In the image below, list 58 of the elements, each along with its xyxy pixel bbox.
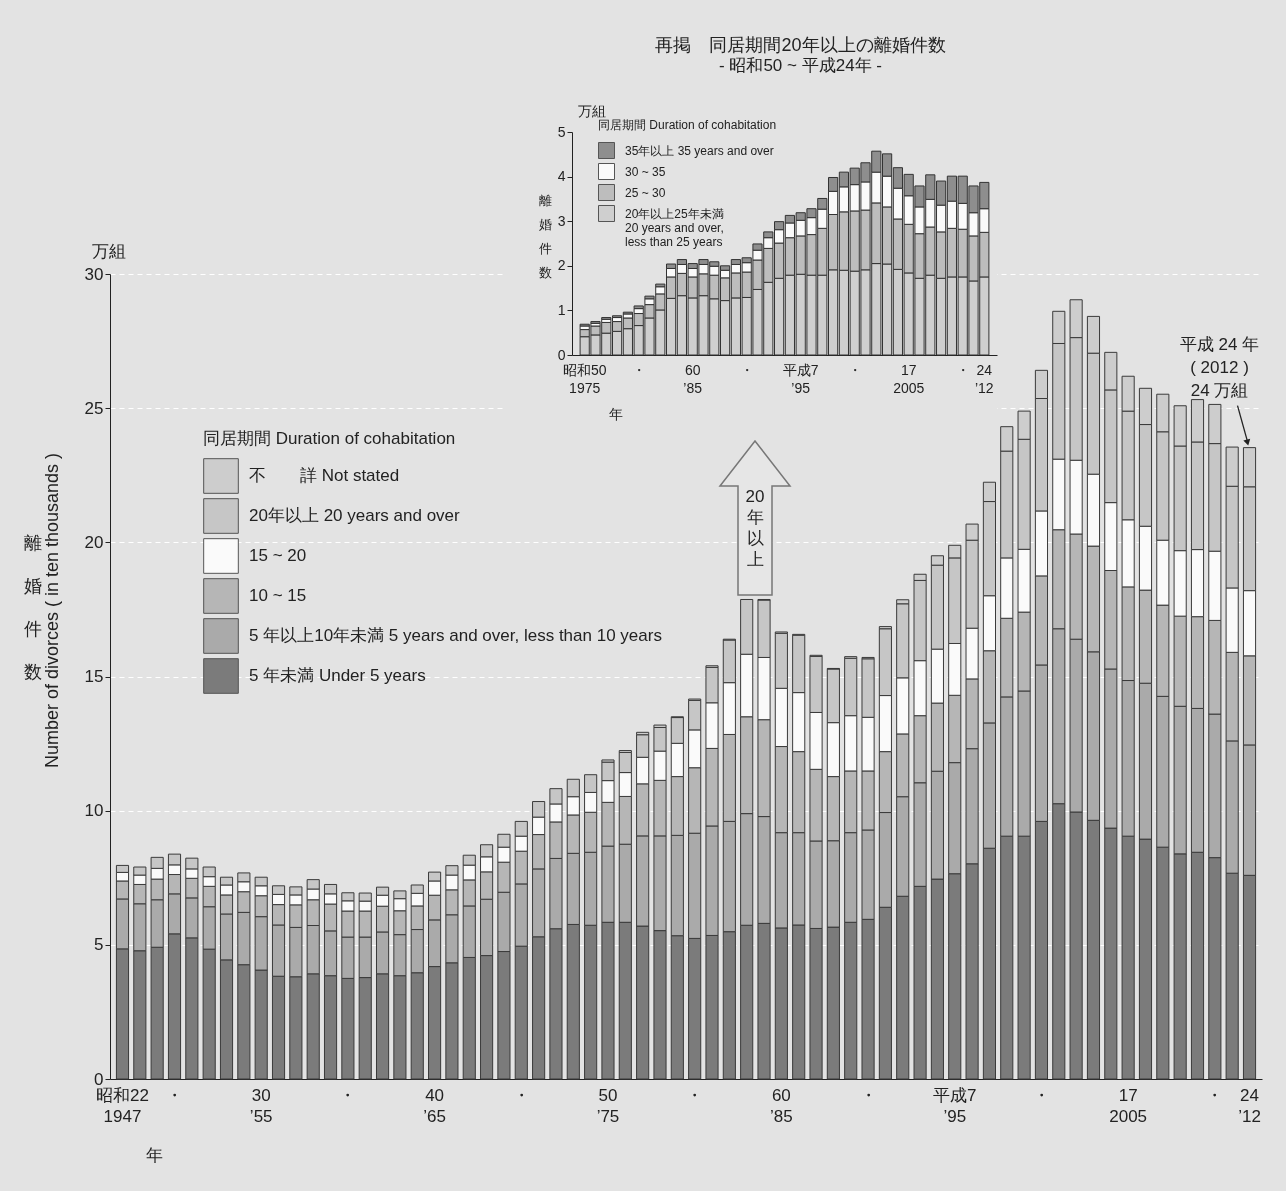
text: 万組 — [92, 241, 126, 263]
x-tick-label: 平成7 ’95 — [933, 1085, 977, 1126]
annotation: 平成 24 年 ( 2012 ) 24 万組 — [1179, 334, 1260, 400]
legend-label: 15 ~ 20 — [249, 546, 307, 565]
y-tick-label: 5 — [557, 123, 566, 140]
chart-subtitle: - 昭和50 ~ 平成24年 - — [719, 56, 882, 75]
y-tick-label: 15 — [84, 667, 104, 686]
x-tick-label: ・ — [166, 1085, 183, 1105]
legend-label: 5 年未満 Under 5 years — [249, 666, 426, 685]
x-tick-label: 60 ’85 — [770, 1085, 793, 1126]
y-tick-label: 20 — [84, 532, 104, 552]
x-tick-label: ・ — [739, 361, 754, 378]
x-tick-label: ・ — [1206, 1085, 1224, 1105]
x-tick-label: ・ — [1032, 1085, 1050, 1105]
x-tick-label: 24 ’12 — [974, 361, 994, 396]
legend-label: 35年以上 35 years and over — [625, 143, 774, 158]
x-tick-label: 17 2005 — [893, 361, 925, 396]
legend-label: 5 年以上10年未満 5 years and over, less than 10 years — [249, 626, 662, 645]
x-tick-label: 平成7 ’95 — [782, 361, 819, 396]
text: 万組 — [578, 103, 606, 119]
y-tick-label: 30 — [84, 264, 104, 284]
y-axis-title: Number of divorces ( in ten thousands ) — [41, 452, 62, 769]
x-tick-label: 50 ’75 — [596, 1085, 620, 1126]
x-tick-label: 24 ’12 — [1238, 1085, 1261, 1126]
legend-title: 同居期間 Duration of cohabitation — [203, 429, 456, 448]
x-tick-label: ・ — [686, 1085, 704, 1105]
x-tick-label: ・ — [847, 361, 862, 378]
legend-label: 10 ~ 15 — [249, 586, 307, 605]
y-tick-label: 4 — [557, 168, 566, 185]
x-tick-label: ・ — [859, 1085, 877, 1105]
y-tick-label: 2 — [557, 257, 566, 274]
x-tick-label: ・ — [339, 1085, 357, 1105]
y-tick-label: 10 — [84, 801, 104, 821]
text: 離婚件数 — [24, 533, 42, 682]
legend-title: 同居期間 Duration of cohabitation — [598, 118, 777, 132]
x-tick-label: 60 ’85 — [683, 361, 703, 396]
y-tick-label: 25 — [84, 398, 104, 418]
y-tick-label: 5 — [94, 935, 104, 955]
x-tick-label: 17 2005 — [1109, 1085, 1148, 1126]
legend-label: 20年以上25年未満 20 years and over, less than 25 years — [625, 206, 724, 249]
y-tick-label: 3 — [557, 212, 566, 229]
legend-label: 25 ~ 30 — [625, 185, 666, 200]
legend-label: 20年以上 20 years and over — [249, 506, 461, 525]
x-tick-label: 40 ’65 — [423, 1085, 446, 1126]
x-tick-label: 昭和50 1975 — [562, 361, 607, 396]
x-tick-label: ・ — [955, 361, 970, 378]
y-tick-label: 0 — [557, 346, 566, 363]
y-axis-title: 離婚件数 — [539, 192, 552, 280]
x-axis-title: 年 — [145, 1145, 163, 1165]
chart-title: 再掲 同居期間20年以上の離婚件数 — [655, 35, 946, 55]
x-axis-title: 年 — [608, 405, 623, 422]
x-tick-label: ・ — [512, 1085, 530, 1105]
x-tick-label: ・ — [631, 361, 646, 378]
legend-label: 不 詳 Not stated — [249, 466, 400, 485]
legend-label: 30 ~ 35 — [625, 164, 666, 179]
annotation: 20年以上 — [744, 486, 766, 570]
y-tick-label: 1 — [557, 301, 566, 318]
x-tick-label: 30 ’55 — [249, 1085, 273, 1126]
